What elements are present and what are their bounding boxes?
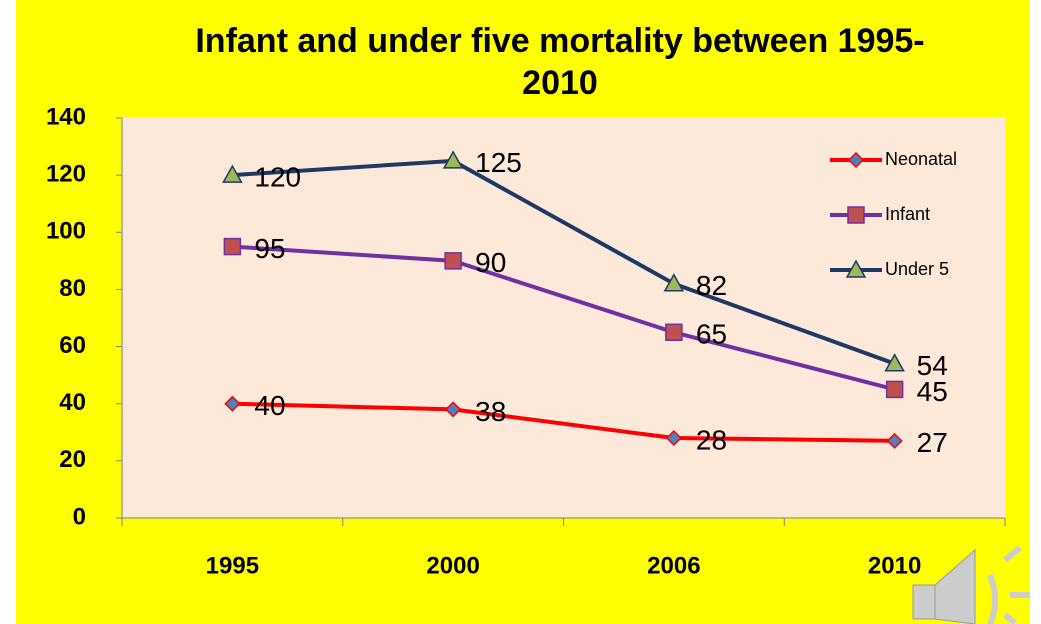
legend-label: Infant	[885, 204, 930, 224]
x-tick-label: 1995	[206, 552, 259, 579]
data-label: 82	[696, 270, 727, 301]
y-tick-label: 100	[46, 218, 86, 245]
x-tick-label: 2006	[647, 552, 700, 579]
marker	[224, 395, 241, 412]
marker	[847, 206, 865, 224]
y-tick-label: 60	[59, 332, 86, 359]
series-line	[232, 401, 895, 443]
chart-title: Infant and under five mortality between …	[195, 22, 925, 102]
data-label: 65	[696, 319, 727, 350]
data-label: 125	[475, 147, 522, 178]
marker	[445, 401, 462, 418]
data-label: 95	[254, 233, 285, 264]
marker	[845, 259, 867, 278]
y-tick-label: 40	[59, 389, 86, 416]
legend-label: Neonatal	[885, 149, 957, 169]
data-label: 54	[917, 350, 948, 381]
data-label: 40	[254, 390, 285, 421]
marker	[663, 273, 685, 292]
y-tick-label: 0	[73, 503, 86, 530]
y-tick-label: 80	[59, 275, 86, 302]
marker	[847, 151, 865, 169]
marker	[223, 237, 242, 256]
marker	[444, 252, 462, 270]
marker	[665, 323, 683, 342]
marker	[886, 432, 903, 449]
y-tick-label: 140	[46, 103, 86, 130]
x-tick-label: 2000	[426, 552, 479, 579]
series-line	[232, 158, 896, 366]
marker	[665, 429, 682, 447]
data-label: 120	[254, 162, 301, 193]
series-line	[232, 244, 896, 392]
data-label: 38	[475, 396, 506, 427]
marker	[885, 380, 904, 399]
plot-area	[122, 118, 1005, 518]
data-label: 27	[917, 427, 948, 458]
marker	[442, 150, 464, 169]
speaker-icon	[912, 545, 1030, 624]
data-label: 90	[475, 247, 506, 278]
y-tick-label: 120	[46, 160, 86, 187]
data-label: 45	[917, 376, 948, 407]
x-tick-label: 2010	[868, 552, 921, 579]
y-tick-label: 20	[59, 446, 86, 473]
marker	[222, 164, 243, 183]
data-label: 28	[696, 424, 727, 455]
legend-label: Under 5	[885, 259, 949, 279]
marker	[884, 353, 905, 372]
